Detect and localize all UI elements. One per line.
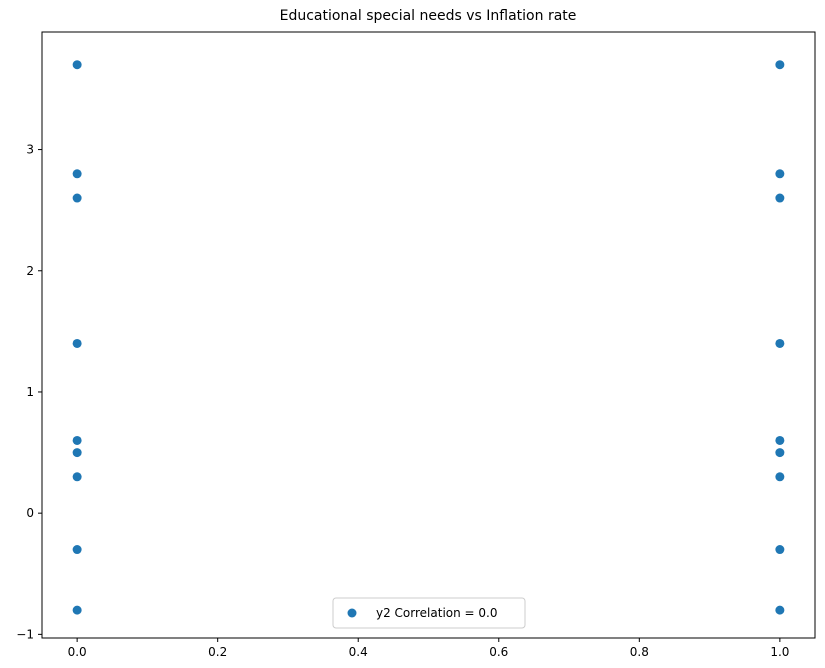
chart-title: Educational special needs vs Inflation r… xyxy=(280,8,577,24)
scatter-point xyxy=(775,435,785,445)
scatter-point xyxy=(72,338,82,348)
scatter-point xyxy=(775,545,785,555)
x-tick-label: 1.0 xyxy=(770,645,789,659)
y-tick-label: 3 xyxy=(26,143,34,157)
x-tick-label: 0.6 xyxy=(489,645,508,659)
scatter-point xyxy=(72,448,82,458)
legend-label: y2 Correlation = 0.0 xyxy=(376,606,498,620)
scatter-point xyxy=(775,338,785,348)
scatter-point xyxy=(775,472,785,482)
y-tick-label: 1 xyxy=(26,385,34,399)
scatter-point xyxy=(72,169,82,179)
x-tick-label: 0.8 xyxy=(630,645,649,659)
y-tick-label: 0 xyxy=(26,506,34,520)
y-axis-ticks: −1 0 1 2 3 xyxy=(16,143,42,641)
scatter-point xyxy=(775,60,785,70)
scatter-point xyxy=(72,193,82,203)
legend-box xyxy=(332,597,526,629)
scatter-point xyxy=(775,169,785,179)
scatter-point xyxy=(72,605,82,615)
y-tick-label: 2 xyxy=(26,264,34,278)
scatter-point xyxy=(72,545,82,555)
scatter-point xyxy=(72,60,82,70)
legend: y2 Correlation = 0.0 xyxy=(332,597,526,629)
data-points xyxy=(72,60,785,615)
scatter-point xyxy=(72,435,82,445)
scatter-point xyxy=(775,448,785,458)
scatter-point xyxy=(775,193,785,203)
x-tick-label: 0.2 xyxy=(208,645,227,659)
x-tick-label: 0.4 xyxy=(349,645,368,659)
scatter-point xyxy=(775,605,785,615)
x-axis-ticks: 0.0 0.2 0.4 0.6 0.8 1.0 xyxy=(68,638,789,659)
plot-frame xyxy=(41,31,816,639)
y-tick-label: −1 xyxy=(16,627,34,641)
scatter-point xyxy=(72,472,82,482)
legend-marker xyxy=(347,608,357,618)
x-tick-label: 0.0 xyxy=(68,645,87,659)
